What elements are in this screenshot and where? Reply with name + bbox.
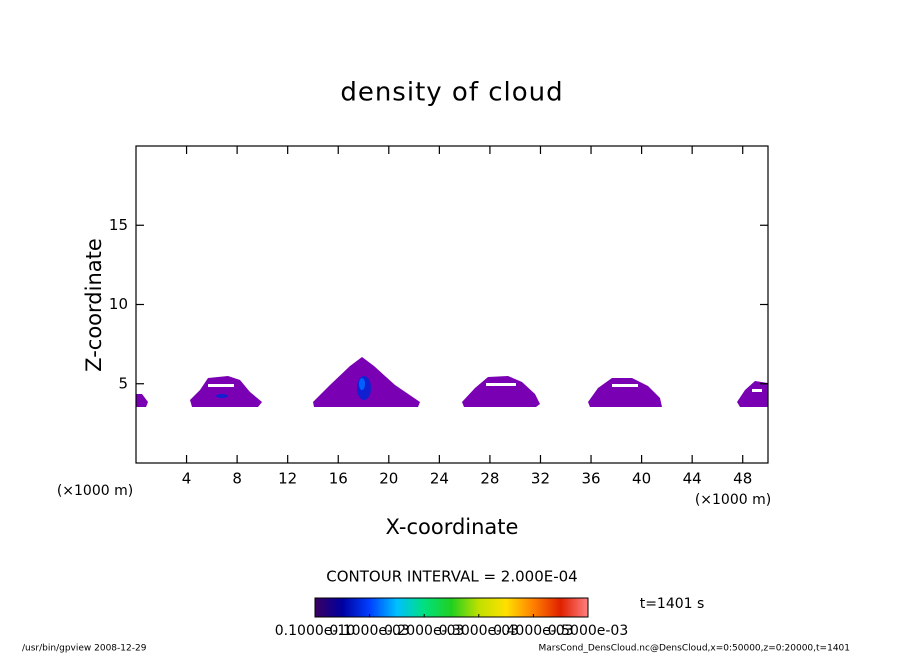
footer-right: MarsCond_DensCloud.nc@DensCloud,x=0:5000… [539, 644, 851, 654]
x-tick-label: 36 [581, 470, 600, 488]
footer-left: /usr/bin/gpview 2008-12-29 [22, 644, 147, 654]
colorbar-label: 0.1000e-10 [275, 623, 355, 639]
x-tick-label: 4 [182, 470, 192, 488]
colorbar-label: 0.2000e-03 [384, 623, 464, 639]
colorbar-label: 0.5000e-03 [548, 623, 628, 639]
x-tick-label: 20 [379, 470, 398, 488]
x-tick-label: 44 [683, 470, 702, 488]
x-tick-label: 28 [480, 470, 499, 488]
contour-interval: CONTOUR INTERVAL = 2.000E-04 [326, 568, 577, 586]
colorbar-label: 0.4000e-03 [493, 623, 573, 639]
x-tick-label: 16 [329, 470, 348, 488]
cloud-region [136, 394, 148, 407]
colorbar-label: 0.1000e-03 [329, 623, 409, 639]
x-unit: (×1000 m) [57, 483, 133, 499]
x-tick-label: 40 [632, 470, 651, 488]
cloud-region [588, 378, 662, 407]
y-tick-label: 15 [109, 216, 128, 234]
cloud-region [190, 376, 262, 407]
cloud-region [737, 381, 768, 407]
x-tick-label: 32 [531, 470, 550, 488]
chart-title: density of cloud [340, 78, 563, 108]
plot-frame [135, 145, 769, 464]
y-axis-title: Z-coordinate [82, 238, 106, 372]
x-tick-label: 12 [278, 470, 297, 488]
x-tick-label: 8 [232, 470, 242, 488]
time-label: t=1401 s [640, 596, 705, 612]
x-axis-title: X-coordinate [386, 515, 519, 539]
cloud-regions [136, 357, 768, 407]
x-tick-label: 48 [733, 470, 752, 488]
colorbar-label: 0.3000e-03 [439, 623, 519, 639]
x-unit: (×1000 m) [695, 492, 771, 508]
x-tick-label: 24 [430, 470, 449, 488]
y-tick-label: 5 [118, 374, 128, 392]
y-tick-label: 10 [109, 295, 128, 313]
colorbar [314, 597, 589, 618]
cloud-region [462, 376, 540, 407]
